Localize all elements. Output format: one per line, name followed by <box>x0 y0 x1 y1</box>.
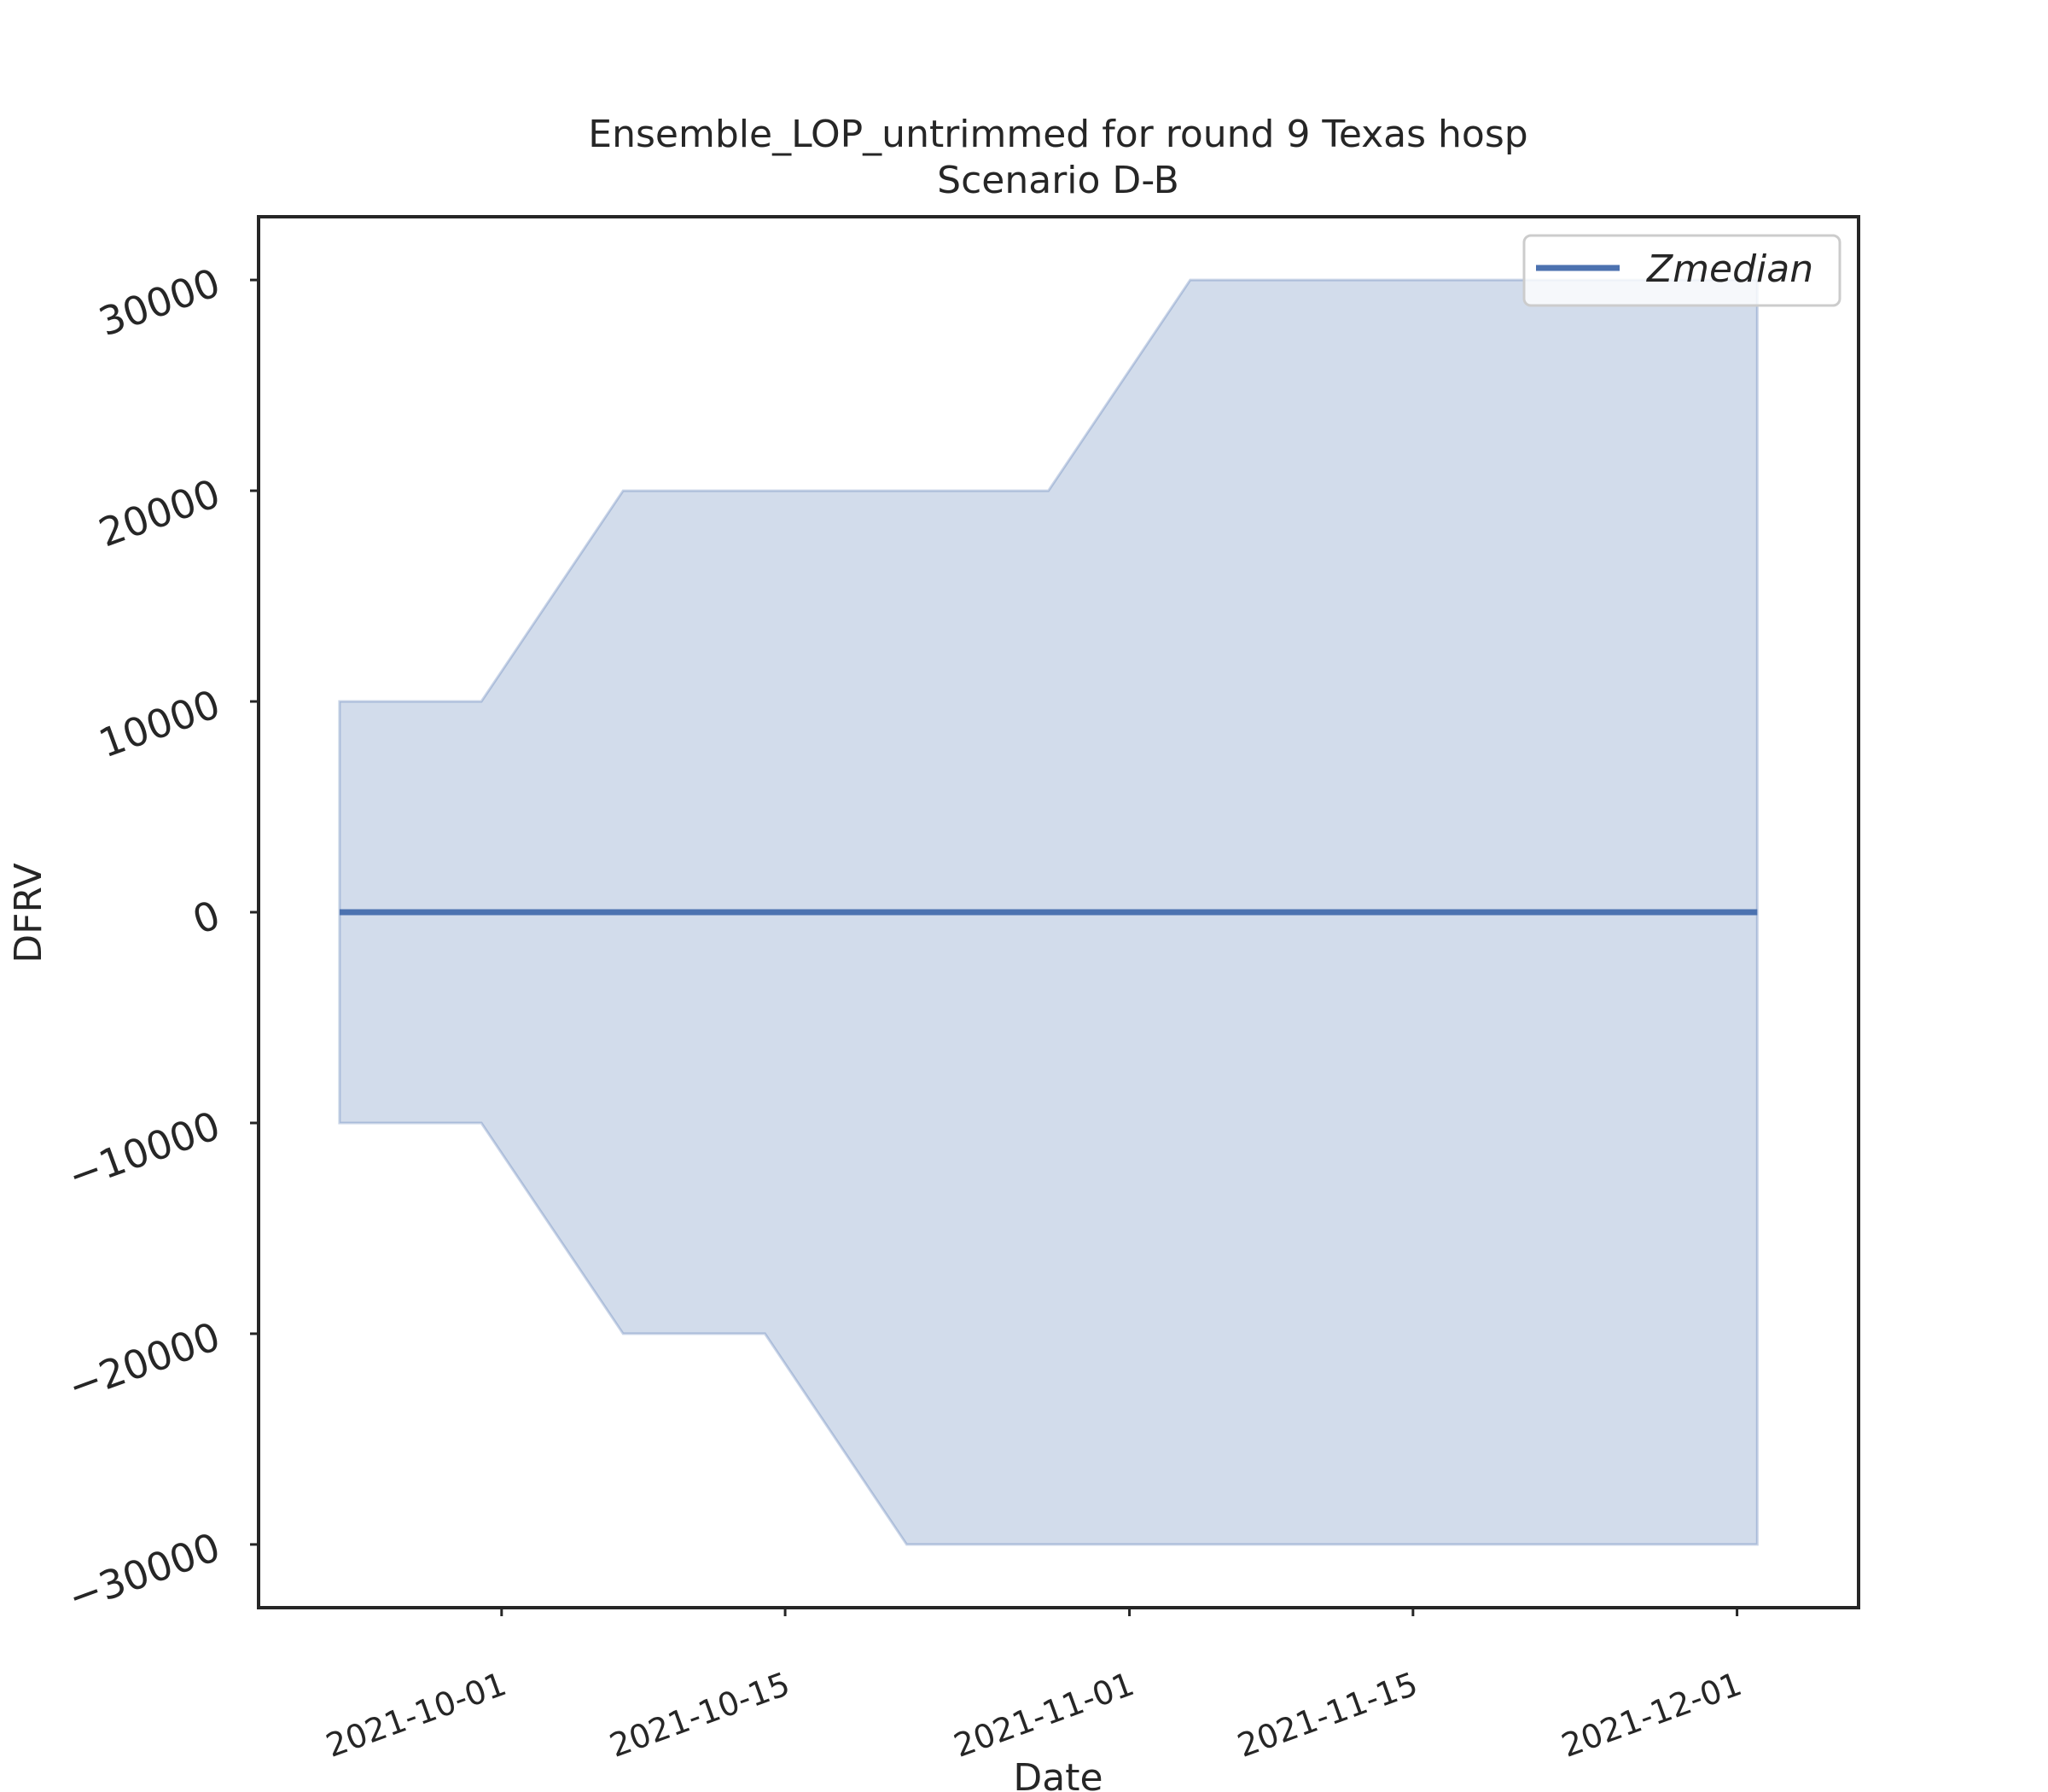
x-axis-label: Date <box>1013 1756 1103 1792</box>
y-tick-label: −10000 <box>62 1103 226 1200</box>
chart-title: Ensemble_LOP_untrimmed for round 9 Texas… <box>588 113 1527 156</box>
chart-subtitle: Scenario D-B <box>937 159 1179 202</box>
y-tick-label: −20000 <box>62 1313 226 1411</box>
y-tick-label: −30000 <box>62 1524 226 1621</box>
y-tick-label: 20000 <box>93 470 226 556</box>
legend-box <box>1522 234 1841 307</box>
y-tick-label: 10000 <box>93 681 226 767</box>
y-tick-label: 0 <box>187 892 226 944</box>
plot-frame <box>257 215 1860 1609</box>
y-tick-label: 30000 <box>93 259 226 346</box>
x-tick-label: 2021-11-15 <box>1232 1665 1423 1765</box>
x-axis-ticks: 2021-10-01 2021-10-15 2021-11-01 2021-11-15… <box>321 1608 1747 1765</box>
legend: Zmedian <box>1522 234 1841 307</box>
y-axis-label: DFRV <box>7 863 50 963</box>
x-tick-label: 2021-11-01 <box>949 1665 1139 1765</box>
x-tick-label: 2021-10-15 <box>605 1665 795 1765</box>
y-axis-ticks: −30000 −20000 −10000 0 10000 20000 30000 <box>62 259 259 1621</box>
x-tick-label: 2021-12-01 <box>1556 1665 1747 1765</box>
x-tick-label: 2021-10-01 <box>321 1665 511 1765</box>
legend-label-zmedian: Zmedian <box>1646 247 1813 291</box>
